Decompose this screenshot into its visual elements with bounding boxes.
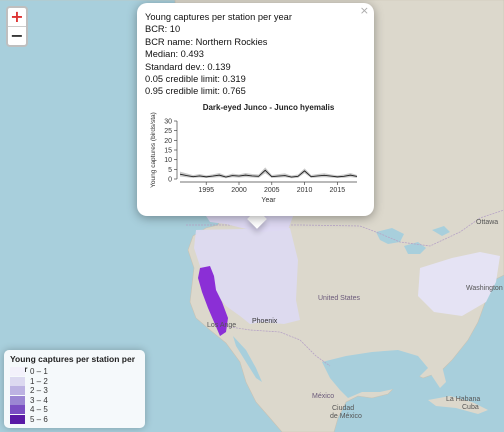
label-de-mexico: de México <box>330 413 362 420</box>
label-mexico: México <box>312 393 335 400</box>
label-la-habana: La Habana <box>446 396 481 403</box>
legend-swatch <box>10 415 25 424</box>
y-tick-label: 20 <box>164 138 172 145</box>
cuba <box>428 396 488 414</box>
florida <box>424 350 446 388</box>
popup-median: Median: 0.493 <box>145 49 204 60</box>
label-united-states: United States <box>318 295 361 302</box>
legend-label: 3 – 4 <box>30 395 48 405</box>
x-tick-label: 2000 <box>231 187 247 194</box>
label-phoenix: Phoenix <box>252 318 278 325</box>
legend-label: 4 – 5 <box>30 405 48 415</box>
label-los-angeles: Los Ange <box>207 322 237 329</box>
great-lakes <box>376 226 450 254</box>
y-tick-label: 15 <box>164 148 172 155</box>
info-popup: × Young captures per station per year BC… <box>137 3 374 216</box>
legend-label: 5 – 6 <box>30 415 48 424</box>
range-4-5-california <box>198 266 228 336</box>
x-tick-label: 2015 <box>330 187 346 194</box>
legend-label: 2 – 3 <box>30 386 48 396</box>
legend-swatch <box>10 386 25 396</box>
legend-label: 0 – 1 <box>30 367 48 376</box>
gulf-of-california <box>233 336 262 382</box>
legend-swatch <box>10 367 25 376</box>
median-line <box>179 169 358 178</box>
legend-swatch <box>10 395 25 405</box>
label-washington: Washington <box>466 285 503 292</box>
label-cuba: Cuba <box>462 404 479 411</box>
y-tick-label: 10 <box>164 157 172 164</box>
popup-title: Young captures per station per year <box>145 12 292 22</box>
gulf-of-mexico <box>322 350 428 398</box>
legend-swatch <box>10 405 25 415</box>
chart-title: Dark-eyed Junco - Junco hyemalis <box>203 103 335 112</box>
legend: Young captures per station per year 0 – … <box>4 350 145 428</box>
x-axis-title: Year <box>261 197 276 204</box>
popup-text: Young captures per station per year BCR:… <box>145 11 292 98</box>
legend-swatch <box>10 376 25 386</box>
popup-lower-limit: 0.05 credible limit: 0.319 <box>145 74 246 85</box>
y-axis-title: Young captures (birds/sta) <box>150 112 157 188</box>
x-tick-label: 1995 <box>198 187 214 194</box>
legend-label: 1 – 2 <box>30 376 48 386</box>
y-tick-label: 25 <box>164 128 172 135</box>
us-canada-border <box>186 209 504 247</box>
trend-chart: Dark-eyed Junco - Junco hyemalis 0 5 10 15 20… <box>150 103 358 204</box>
popup-bcr-name: BCR name: Northern Rockies <box>145 36 268 47</box>
zoom-out-button[interactable]: − <box>8 26 26 45</box>
zoom-in-button[interactable]: + <box>10 7 24 26</box>
y-tick-label: 0 <box>168 177 172 184</box>
popup-bcr: BCR: 10 <box>145 24 181 35</box>
close-icon[interactable]: × <box>359 4 369 17</box>
y-tick-label: 5 <box>168 167 172 174</box>
us-mexico-border <box>223 325 331 367</box>
label-ottawa: Ottawa <box>476 219 499 226</box>
range-1-2-west <box>194 228 300 324</box>
range-1-2-east <box>418 252 500 316</box>
credible-band <box>180 167 357 179</box>
popup-upper-limit: 0.95 credible limit: 0.765 <box>145 86 246 97</box>
y-tick-label: 30 <box>164 119 172 126</box>
label-ciudad: Ciudad <box>332 405 355 412</box>
zoom-control: + − <box>6 6 28 47</box>
x-tick-label: 2010 <box>297 187 313 194</box>
x-tick-label: 2005 <box>264 187 280 194</box>
popup-std-dev: Standard dev.: 0.139 <box>145 61 231 72</box>
